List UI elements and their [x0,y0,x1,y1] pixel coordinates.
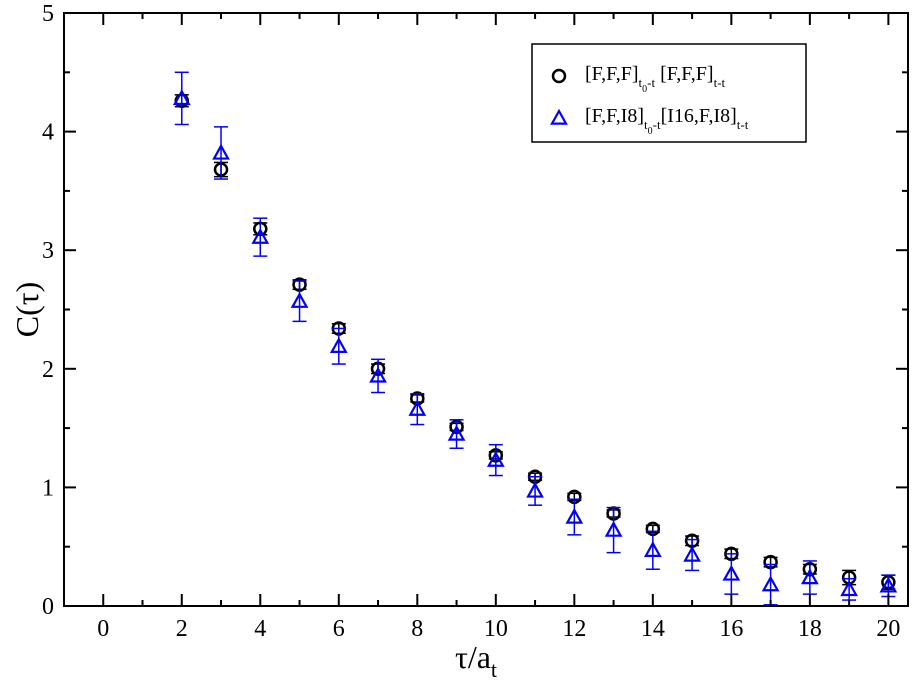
legend-box [531,43,807,143]
error-bar [645,530,660,570]
data-point [683,545,701,562]
x-axis-title: τ/at [455,639,497,682]
data-point [879,576,898,593]
error-bar [528,475,543,506]
error-bar [606,506,621,554]
y-axis-title: C(τ) [9,282,45,338]
y-tick-label: 3 [42,238,54,264]
x-tick-label: 4 [254,616,266,642]
y-tick-label: 4 [42,120,54,146]
error-bar [331,327,346,365]
x-tick-label: 18 [798,616,822,642]
data-point [722,564,741,581]
data-point [486,450,505,467]
x-tick-label: 14 [641,616,665,642]
x-tick-label: 12 [562,616,586,642]
y-tick-label: 5 [42,1,54,27]
y-tick-label: 1 [42,475,54,501]
data-point [604,520,623,537]
series-2 [172,71,898,606]
series-1 [174,93,896,591]
legend-label: [F,F,I8]t0-t[I16,F,I8]t-t [585,105,749,137]
error-bar [253,217,268,257]
data-point [408,399,427,416]
x-tick-label: 6 [333,616,345,642]
error-bar [214,126,229,180]
data-point [212,143,230,160]
x-tick-label: 2 [176,616,188,642]
x-tick-label: 10 [484,616,508,642]
error-bar [449,419,464,450]
error-bar [371,358,386,394]
legend-label: [F,F,F]t0-t [F,F,F]t-t [585,63,726,95]
error-bar [410,392,425,426]
data-point [251,227,270,244]
plot-area [172,71,898,606]
data-point [290,291,309,308]
data-point [329,337,348,353]
data-point [172,89,191,106]
x-tick-label: 20 [876,616,900,642]
data-point [840,580,858,597]
data-point [526,481,544,498]
error-bar [292,280,307,323]
data-point [643,540,662,557]
x-tick-label: 16 [719,616,743,642]
data-point [369,366,387,383]
data-point [447,424,466,441]
data-point [565,507,584,524]
y-tick-label: 0 [42,594,54,620]
x-tick-label: 8 [411,616,423,642]
data-point [800,568,819,585]
error-bar [174,71,189,126]
error-bar [567,498,582,536]
legend-marker [550,108,568,125]
data-point [761,575,780,592]
legend-marker [551,68,567,84]
error-bar [488,443,503,477]
x-tick-label: 0 [97,616,109,642]
error-bar [685,538,700,572]
y-tick-label: 2 [42,357,54,383]
legend: [F,F,F]t0-t [F,F,F]t-t [F,F,I8]t0-t[I16,F… [531,43,807,143]
